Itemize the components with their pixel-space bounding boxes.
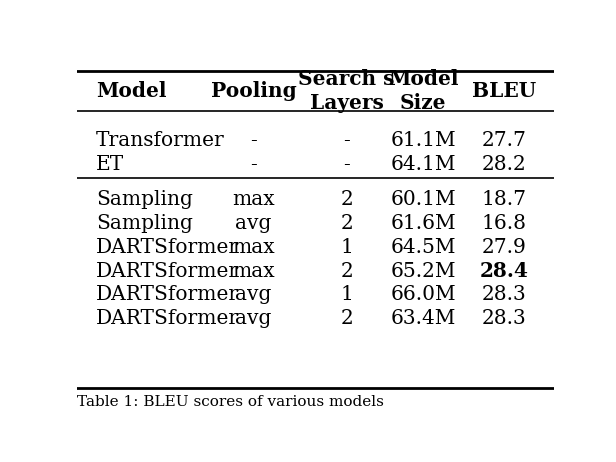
Text: 66.0M: 66.0M	[391, 285, 456, 304]
Text: 64.1M: 64.1M	[391, 155, 456, 174]
Text: 2: 2	[341, 214, 353, 233]
Text: 28.3: 28.3	[482, 309, 527, 328]
Text: DARTSformer: DARTSformer	[96, 237, 239, 257]
Text: DARTSformer: DARTSformer	[96, 285, 239, 304]
Text: 27.9: 27.9	[482, 237, 527, 257]
Text: ET: ET	[96, 155, 124, 174]
Text: Pooling: Pooling	[211, 81, 296, 101]
Text: Sampling: Sampling	[96, 214, 193, 233]
Text: max: max	[232, 261, 275, 280]
Text: 2: 2	[341, 261, 353, 280]
Text: DARTSformer: DARTSformer	[96, 261, 239, 280]
Text: 16.8: 16.8	[482, 214, 527, 233]
Text: avg: avg	[235, 309, 272, 328]
Text: 18.7: 18.7	[482, 190, 527, 209]
Text: 63.4M: 63.4M	[391, 309, 456, 328]
Text: Table 1: BLEU scores of various models: Table 1: BLEU scores of various models	[77, 395, 384, 409]
Text: 61.1M: 61.1M	[391, 131, 456, 150]
Text: 1: 1	[340, 285, 353, 304]
Text: 28.2: 28.2	[482, 155, 527, 174]
Text: -: -	[250, 155, 257, 174]
Text: 65.2M: 65.2M	[391, 261, 456, 280]
Text: DARTSformer: DARTSformer	[96, 309, 239, 328]
Text: -: -	[343, 131, 350, 150]
Text: 61.6M: 61.6M	[391, 214, 456, 233]
Text: Search s
Layers: Search s Layers	[299, 69, 395, 113]
Text: Transformer: Transformer	[96, 131, 225, 150]
Text: 27.7: 27.7	[482, 131, 527, 150]
Text: max: max	[232, 237, 275, 257]
Text: BLEU: BLEU	[472, 81, 537, 101]
Text: -: -	[250, 131, 257, 150]
Text: Sampling: Sampling	[96, 190, 193, 209]
Text: -: -	[343, 155, 350, 174]
Text: 64.5M: 64.5M	[391, 237, 456, 257]
Text: Model: Model	[96, 81, 166, 101]
Text: 28.3: 28.3	[482, 285, 527, 304]
Text: avg: avg	[235, 285, 272, 304]
Text: max: max	[232, 190, 275, 209]
Text: avg: avg	[235, 214, 272, 233]
Text: 2: 2	[341, 309, 353, 328]
Text: Model
Size: Model Size	[388, 69, 458, 113]
Text: 1: 1	[340, 237, 353, 257]
Text: 28.4: 28.4	[480, 261, 529, 281]
Text: 60.1M: 60.1M	[391, 190, 456, 209]
Text: 2: 2	[341, 190, 353, 209]
